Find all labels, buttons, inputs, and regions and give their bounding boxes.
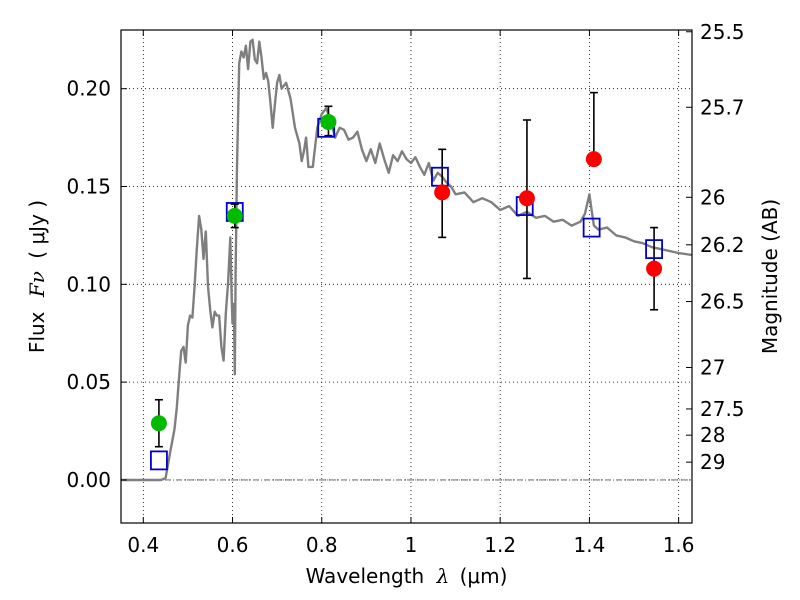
detections-nir-point <box>518 190 535 207</box>
y-tick-label: 0.00 <box>66 468 111 492</box>
magnitude-tick-label: 29 <box>700 450 725 474</box>
template-line <box>121 38 693 482</box>
tick-labels: 0.4 0.6 0.8 1 1.2 1.4 1.6 0.00 0.05 0.10 0.15 0.20 2… <box>66 20 744 557</box>
detections-nir-point <box>585 151 602 168</box>
magnitude-tick-label: 26 <box>700 185 725 209</box>
x-tick-label: 0.6 <box>217 533 249 557</box>
y-axis-label: Flux Fν ( μJy ) <box>25 200 49 353</box>
ticks <box>121 30 692 523</box>
magnitude-tick-label: 25.7 <box>700 95 745 119</box>
magnitude-tick-label: 27 <box>700 355 725 379</box>
model-photometry-point <box>582 217 601 238</box>
x-tick-label: 1.4 <box>573 533 605 557</box>
x-tick-label: 1 <box>405 533 418 557</box>
magnitude-tick-label: 27.5 <box>700 397 745 421</box>
x-tick-label: 0.8 <box>306 533 338 557</box>
series-layer <box>121 38 693 482</box>
magnitude-tick-label: 26.2 <box>700 233 745 257</box>
magnitude-tick-label: 26.5 <box>700 290 745 314</box>
detections-optical-point <box>320 113 337 130</box>
detections-optical-point <box>150 415 167 432</box>
plot-frame <box>120 29 693 524</box>
detections-nir-point <box>646 260 663 277</box>
y-tick-label: 0.10 <box>66 272 111 296</box>
magnitude-tick-label: 28 <box>700 423 725 447</box>
x-axis-label: Wavelength λ (μm) <box>306 564 508 588</box>
y-tick-label: 0.05 <box>66 370 111 394</box>
magnitude-axis-label: Magnitude (AB) <box>758 199 782 354</box>
detections-optical-point <box>226 207 243 224</box>
x-tick-label: 0.4 <box>127 533 159 557</box>
y-tick-label: 0.15 <box>66 175 111 199</box>
x-tick-label: 1.2 <box>484 533 516 557</box>
detections-nir-point <box>434 184 451 201</box>
y-tick-label: 0.20 <box>66 77 111 101</box>
model-photometry-point <box>150 450 168 471</box>
model-photometry-point <box>645 239 663 260</box>
x-tick-label: 1.6 <box>663 533 695 557</box>
markers <box>150 113 663 471</box>
magnitude-tick-label: 25.5 <box>700 20 745 44</box>
